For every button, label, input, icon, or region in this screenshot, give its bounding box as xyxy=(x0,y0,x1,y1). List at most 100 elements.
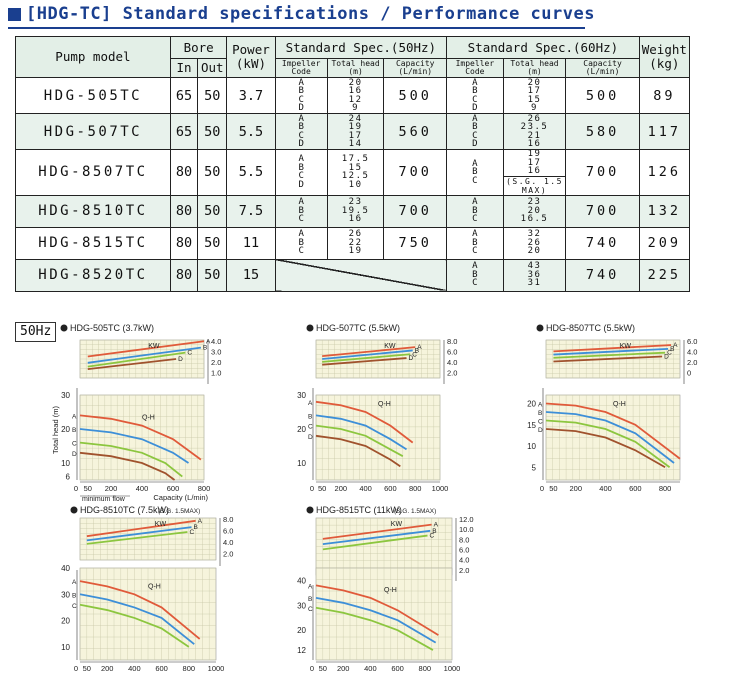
bore-in-value: 80 xyxy=(175,267,193,283)
impeller-label: Impeller xyxy=(281,59,321,68)
x-tick-label: 1000 xyxy=(208,664,225,673)
kw-tick-label: 8.0 xyxy=(459,535,469,544)
x-tick-label: 200 xyxy=(101,664,114,673)
kw-curve-B xyxy=(322,349,413,360)
header-pump-model: Pump model xyxy=(15,36,171,78)
weight-value: 209 xyxy=(647,235,682,251)
kw-tick-label: 2.0 xyxy=(459,566,469,575)
total-head: 20 xyxy=(348,77,363,88)
capacity-60-cell: 500 xyxy=(565,77,640,114)
total-head: 32 xyxy=(527,229,542,240)
x-tick-label: 400 xyxy=(359,484,372,493)
kw-curve-label: A xyxy=(206,338,211,345)
weight-value: 225 xyxy=(647,267,682,283)
total-head: 19.5 xyxy=(341,205,370,216)
total-head: 23 xyxy=(527,197,542,208)
capacity-value: 500 xyxy=(398,87,432,104)
qh-curve-D xyxy=(315,434,401,468)
impeller-code: C xyxy=(472,130,478,141)
impeller-code: C xyxy=(298,130,304,141)
qh-curve-B xyxy=(545,411,675,464)
kw-curve-D xyxy=(322,357,407,366)
capacity-value: 500 xyxy=(585,87,620,104)
model-name: HDG-8515TC xyxy=(38,235,148,251)
bore-out-value: 50 xyxy=(204,87,221,104)
impeller-code: A xyxy=(472,197,478,208)
header-weight: Weight (kg) xyxy=(638,36,691,78)
header-power-unit: (kW) xyxy=(235,56,266,71)
impeller-code: B xyxy=(472,205,478,216)
qh-curve-A xyxy=(79,414,202,461)
kw-curve-label: A xyxy=(673,342,678,349)
y-tick-label: 15 xyxy=(527,421,536,430)
sg-note: (S.G. 1.5MAX) xyxy=(394,508,436,515)
bore-out-cell: 50 xyxy=(197,258,228,292)
total-head: 16 xyxy=(527,166,542,176)
x-tick-label: 200 xyxy=(335,484,348,493)
kw-curve-C xyxy=(87,351,186,368)
header-weight-unit: (kg) xyxy=(649,56,680,71)
power-cell: 5.5 xyxy=(226,149,276,196)
weight-cell: 225 xyxy=(638,258,691,292)
kw-tick-label: 2.0 xyxy=(223,550,233,559)
bore-out-value: 50 xyxy=(204,164,221,181)
x-tick-label: 600 xyxy=(155,664,168,673)
chart-bullet-icon xyxy=(306,324,314,332)
x-tick-label: 200 xyxy=(570,484,583,493)
qh-curve-label: C xyxy=(72,441,77,448)
kw-curve-A xyxy=(322,346,416,358)
x-tick-label: 800 xyxy=(198,484,211,493)
kw-curve-C xyxy=(553,351,666,359)
qh-curve-label: B xyxy=(308,596,312,603)
kw-tick-label: 4.0 xyxy=(447,358,457,367)
impeller-code: D xyxy=(472,139,478,149)
x-tick-label: 50 xyxy=(83,664,91,673)
header-spec-60: Standard Spec.(60Hz) xyxy=(446,36,640,59)
chart-title: HDG-8507TC (5.5kW) xyxy=(546,323,635,333)
capacity-60-cell: 740 xyxy=(565,226,640,260)
total-head: 16 xyxy=(348,214,363,225)
x-tick-label: 50 xyxy=(318,484,326,493)
weight-cell: 117 xyxy=(638,113,691,150)
kw-curve-label: C xyxy=(412,351,417,358)
capacity-60-cell: 700 xyxy=(565,194,640,228)
capacity-60-cell: 740 xyxy=(565,258,640,292)
x-tick-label: 600 xyxy=(167,484,180,493)
power-cell: 15 xyxy=(226,258,276,292)
kw-tick-label: 1.0 xyxy=(211,369,221,378)
kw-tick-label: 8.0 xyxy=(223,515,233,524)
qh-curve-B xyxy=(79,428,189,464)
kw-tick-label: 0 xyxy=(687,369,691,378)
bore-in-value: 65 xyxy=(175,123,193,140)
power-value: 15 xyxy=(242,267,260,283)
total-head: 15 xyxy=(348,162,363,173)
total-head: 9 xyxy=(531,103,538,113)
capacity-value: 740 xyxy=(585,267,620,283)
x-tick-label: 200 xyxy=(337,664,350,673)
y-tick-label: 30 xyxy=(297,391,306,400)
qh-curve-label: A xyxy=(72,413,77,420)
power-value: 11 xyxy=(242,235,260,251)
model-name: HDG-505TC xyxy=(43,87,143,104)
capacity-label: Capacity xyxy=(583,59,622,68)
total-head: 9 xyxy=(352,103,360,113)
total-head-50-cell: 23 19.5 16 xyxy=(326,194,385,228)
qh-curve-C xyxy=(79,441,183,478)
kw-curve-label: B xyxy=(415,347,419,354)
code-label: Code xyxy=(291,67,311,76)
kw-tick-label: 6.0 xyxy=(223,527,233,536)
capacity-50-cell: 750 xyxy=(383,226,448,260)
table-row: HDG-507TC 65 50 5.5 A B C D 24 19 17 14 560 A B C D 26 23.… xyxy=(15,113,691,150)
header-bore-out: Out xyxy=(197,58,228,78)
impeller-code: B xyxy=(472,122,478,132)
qh-curve-label: C xyxy=(538,419,543,426)
kw-curve-C xyxy=(86,531,188,545)
kw-curve-A xyxy=(86,519,196,538)
power-value: 7.5 xyxy=(238,203,264,219)
x-tick-label: 800 xyxy=(659,484,672,493)
impeller-code: D xyxy=(298,103,304,113)
total-head: 31 xyxy=(527,278,542,289)
kw-curve-C xyxy=(322,534,428,551)
min-flow-label: minimum flow xyxy=(82,496,126,503)
